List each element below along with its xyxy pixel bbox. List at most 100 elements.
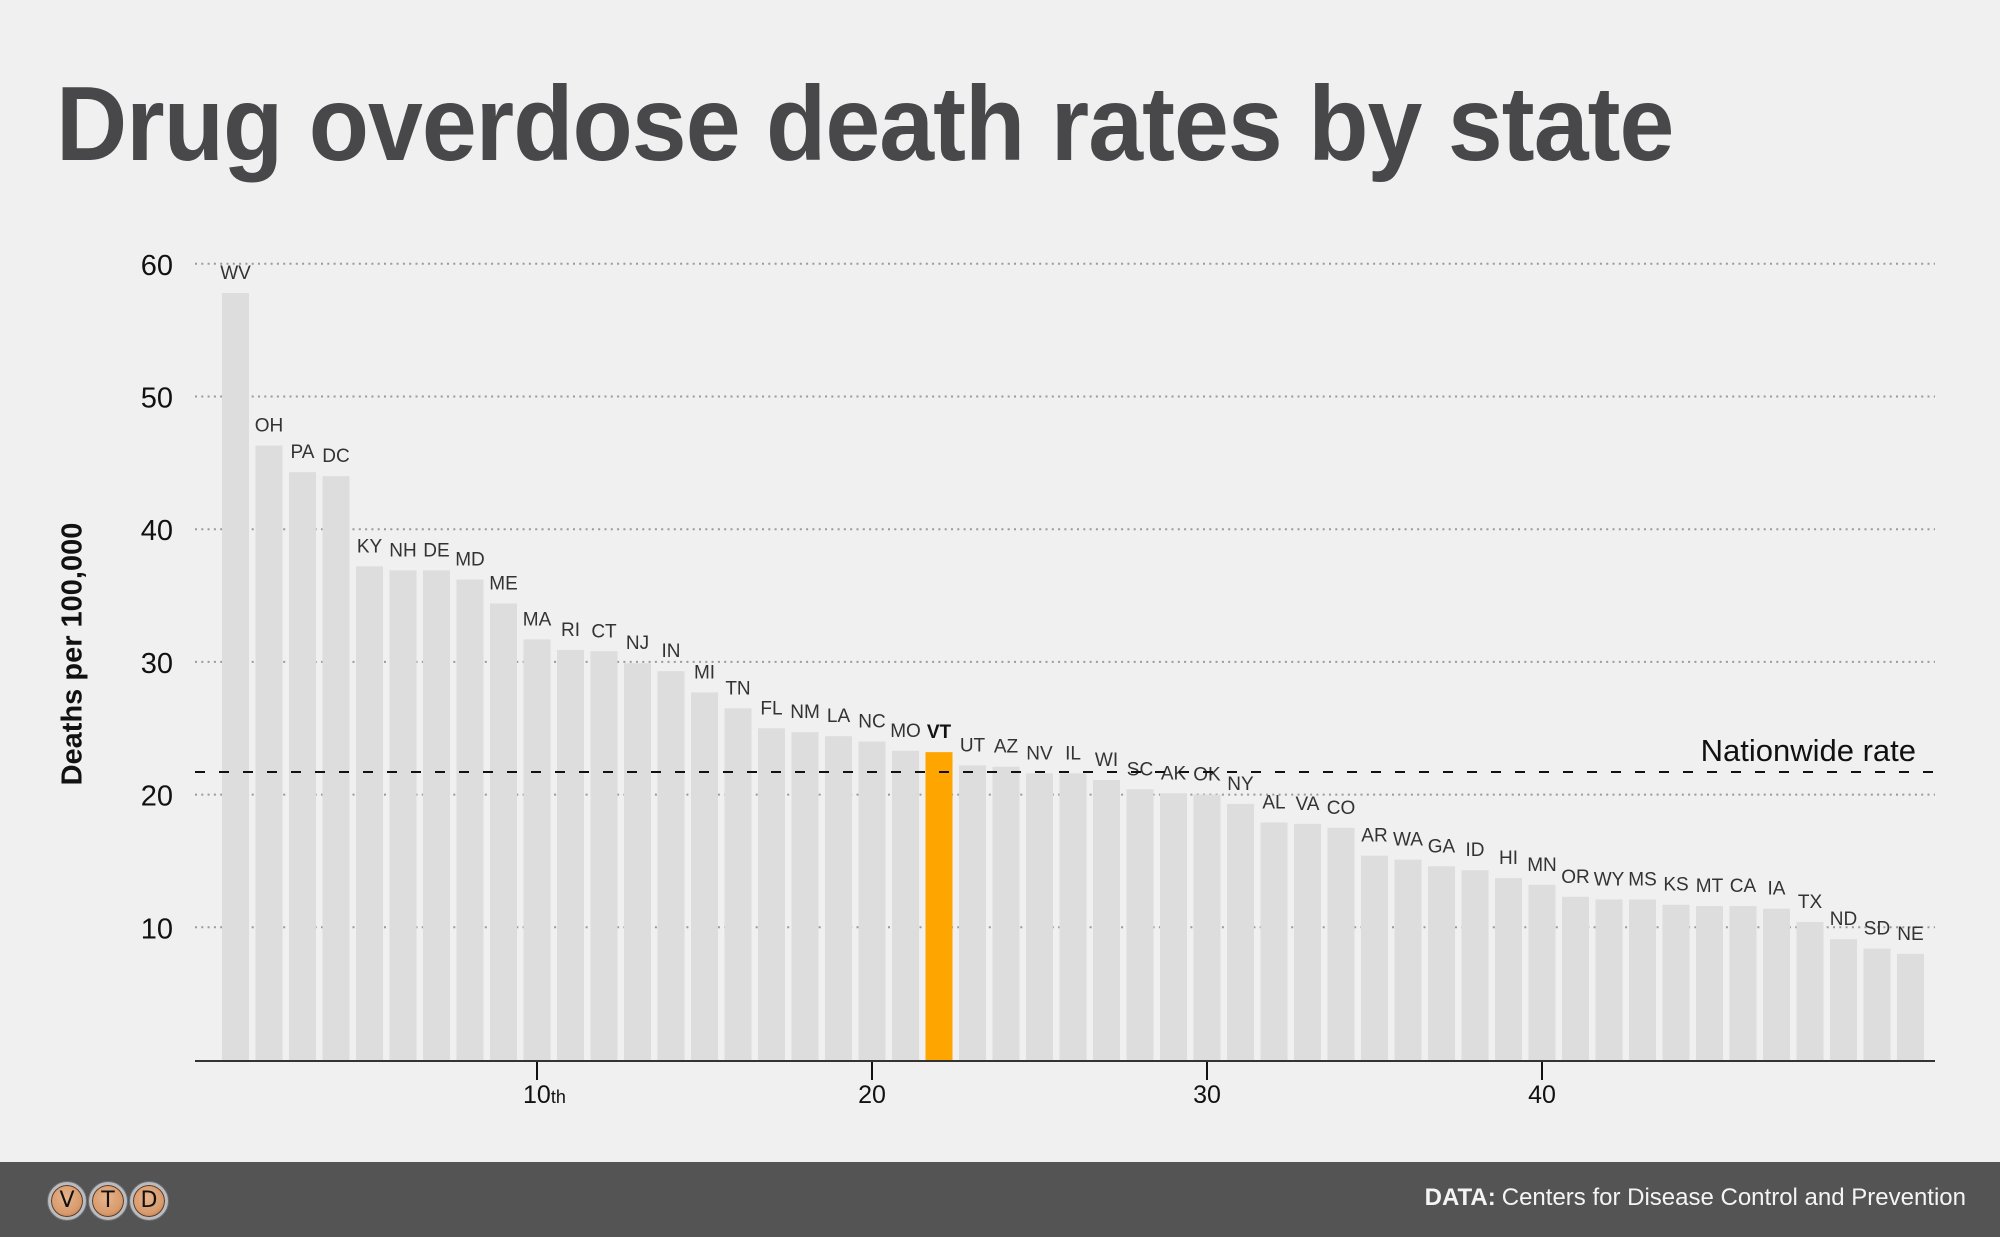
bar-label-ky: KY [357,536,383,557]
bars [222,292,1924,1060]
bar-ms [1629,899,1656,1060]
bar-il [1059,773,1087,1060]
bar-label-nj: NJ [626,633,649,654]
bar-label-ma: MA [523,609,552,630]
bar-in [657,671,685,1060]
bar-label-nd: ND [1830,909,1857,930]
bar-ny [1227,803,1254,1060]
bar-nd [1830,939,1857,1060]
x-tick-number: 40 [1528,1081,1556,1109]
bar-sc [1126,789,1154,1060]
x-tick-number: 30 [1193,1081,1221,1109]
bar-ne [1897,953,1924,1060]
bar-label-wy: WY [1594,869,1625,890]
bar-label-nv: NV [1026,743,1053,764]
bar-de [423,570,450,1060]
bar-ut [959,765,986,1060]
bar-label-oh: OH [255,416,284,437]
bar-label-mn: MN [1527,855,1557,876]
bar-label-ne: NE [1897,924,1923,945]
bar-label-ca: CA [1730,876,1757,897]
bar-wi [1093,780,1120,1060]
y-tick-label-60: 60 [141,250,173,282]
bar-va [1294,823,1321,1060]
bar-or [1562,896,1589,1060]
bar-label-az: AZ [994,737,1019,758]
bar-tx [1796,921,1824,1060]
bar-label-ks: KS [1663,875,1688,896]
bar-label-ia: IA [1768,879,1786,900]
x-axis: 10th 20 30 40 [195,1060,1935,1109]
bar-nm [791,732,819,1060]
bar-wv [222,292,249,1060]
bar-label-id: ID [1466,840,1485,861]
bar-ia [1763,908,1790,1060]
y-axis-ticks: 10 20 30 40 50 60 [141,250,173,946]
bar-mn [1528,884,1556,1060]
bar-wa [1394,859,1422,1060]
bar-ct [590,651,618,1060]
bar-ga [1428,866,1455,1060]
bar-az [992,766,1020,1060]
bar-fl [758,728,785,1060]
bar-mt [1696,906,1723,1060]
bar-dc [322,476,350,1060]
y-tick-label-40: 40 [141,515,173,547]
x-tick-label-20: 20 [858,1081,886,1109]
x-tick-number: 20 [858,1081,886,1109]
bar-vt [925,752,953,1060]
bar-mi [691,692,718,1060]
bar-nc [858,741,886,1060]
vtd-logo[interactable]: V T D [48,1182,168,1220]
bar-label-wv: WV [220,263,251,284]
bar-label-hi: HI [1499,848,1518,869]
bar-ak [1160,793,1187,1060]
bar-ca [1729,906,1757,1060]
bar-md [456,579,484,1060]
bar-nh [389,570,417,1060]
bar-label-nh: NH [389,540,416,561]
bar-id [1461,870,1489,1060]
y-tick-label-10: 10 [141,913,173,945]
bar-label-ms: MS [1628,869,1657,890]
bar-label-il: IL [1065,743,1081,764]
bar-label-ut: UT [960,735,986,756]
bar-tn [724,708,752,1060]
bar-al [1260,822,1288,1060]
bar-label-mt: MT [1696,876,1724,897]
bar-ky [356,566,383,1060]
x-tick-number: 10 [523,1081,551,1109]
bar-sd [1863,948,1891,1060]
bar-nv [1026,773,1053,1060]
nationwide-rate-label: Nationwide rate [1701,733,1916,768]
bar-label-al: AL [1262,792,1285,813]
bar-pa [289,472,316,1060]
bar-label-me: ME [489,574,518,595]
x-tick-label-40: 40 [1528,1081,1556,1109]
bar-label-fl: FL [760,698,782,719]
bar-label-pa: PA [291,442,315,463]
y-tick-label-30: 30 [141,648,173,680]
bar-me [490,603,517,1060]
logo-key-t: T [89,1182,127,1220]
bar-label-ak: AK [1161,763,1187,784]
bar-label-de: DE [423,540,449,561]
logo-key-v: V [48,1182,86,1220]
bar-hi [1495,878,1522,1060]
bar-label-ny: NY [1227,774,1254,795]
nationwide-rate-line: Nationwide rate [195,733,1935,774]
x-tick-label-10: 10th [523,1081,566,1109]
bar-label-sc: SC [1127,759,1153,780]
bar-la [825,736,852,1060]
logo-key-d: D [130,1182,168,1220]
bar-label-ok: OK [1193,765,1221,786]
bar-label-ar: AR [1361,826,1387,847]
bar-label-sd: SD [1864,919,1890,940]
data-source: DATA: Centers for Disease Control and Pre… [1425,1184,1966,1212]
bar-mo [892,750,919,1060]
bar-label-vt: VT [927,722,952,743]
chart-title: Drug overdose death rates by state [56,65,1674,183]
bar-label-ct: CT [591,621,617,642]
